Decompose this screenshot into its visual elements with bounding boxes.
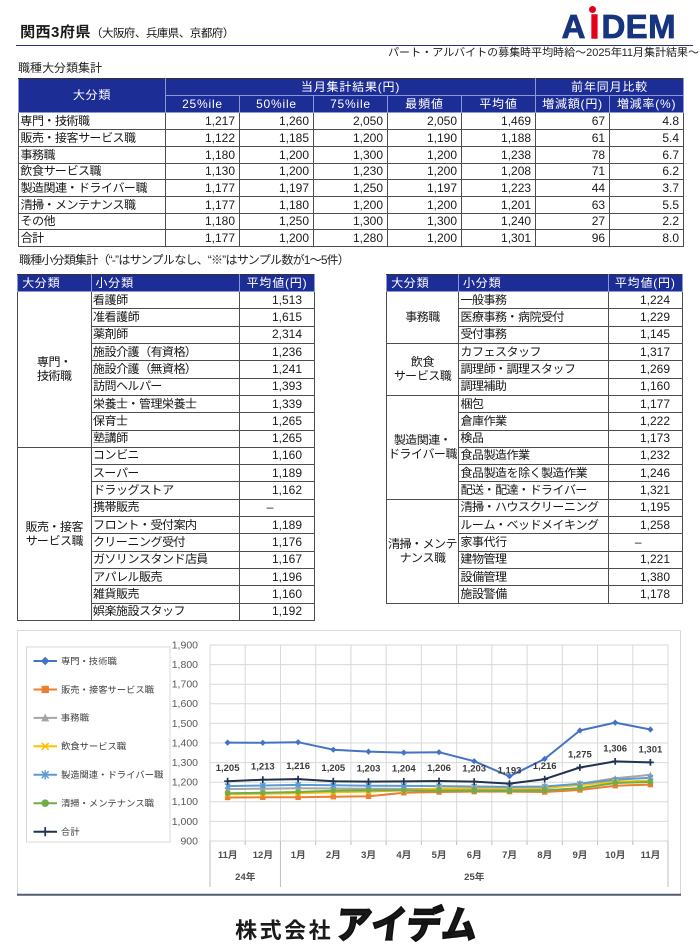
svg-text:10月: 10月 xyxy=(605,850,625,861)
svg-text:1,275: 1,275 xyxy=(568,750,592,761)
svg-text:1,216: 1,216 xyxy=(286,761,310,772)
svg-text:販売・接客サービス職: 販売・接客サービス職 xyxy=(61,685,155,695)
svg-text:11月: 11月 xyxy=(641,850,661,861)
svg-text:1,204: 1,204 xyxy=(392,763,416,774)
svg-text:12月: 12月 xyxy=(253,850,273,861)
svg-text:8月: 8月 xyxy=(537,850,552,861)
svg-text:合計: 合計 xyxy=(61,827,80,837)
svg-text:1,193: 1,193 xyxy=(498,766,522,777)
svg-text:25年: 25年 xyxy=(464,871,485,883)
svg-text:7月: 7月 xyxy=(502,850,517,861)
svg-text:1,301: 1,301 xyxy=(639,744,663,755)
svg-text:1,203: 1,203 xyxy=(357,764,381,775)
svg-text:清掃・メンテナンス職: 清掃・メンテナンス職 xyxy=(61,799,155,809)
svg-text:11月: 11月 xyxy=(218,850,238,861)
svg-text:1,216: 1,216 xyxy=(533,761,557,772)
svg-text:1,000: 1,000 xyxy=(172,816,198,828)
svg-text:1,206: 1,206 xyxy=(427,763,451,774)
svg-text:1,100: 1,100 xyxy=(172,796,198,808)
svg-text:1,200: 1,200 xyxy=(172,777,198,789)
svg-text:9月: 9月 xyxy=(573,850,588,861)
svg-text:1,900: 1,900 xyxy=(172,639,198,651)
svg-text:製造関連・ドライバー職: 製造関連・ドライバー職 xyxy=(61,770,164,780)
svg-text:1,203: 1,203 xyxy=(462,764,486,775)
svg-text:専門・技術職: 専門・技術職 xyxy=(61,656,117,666)
svg-text:1,400: 1,400 xyxy=(172,737,198,749)
svg-text:1,700: 1,700 xyxy=(172,679,198,691)
svg-text:1,500: 1,500 xyxy=(172,718,198,730)
svg-text:1,205: 1,205 xyxy=(321,763,345,774)
svg-text:1,205: 1,205 xyxy=(216,763,240,774)
svg-text:5月: 5月 xyxy=(432,850,447,861)
svg-text:4月: 4月 xyxy=(396,850,411,861)
svg-text:事務職: 事務職 xyxy=(61,713,90,723)
svg-text:1,306: 1,306 xyxy=(603,743,627,754)
svg-text:1月: 1月 xyxy=(291,850,306,861)
svg-text:飲食サービス職: 飲食サービス職 xyxy=(61,741,127,752)
svg-text:3月: 3月 xyxy=(361,850,376,861)
svg-text:1,600: 1,600 xyxy=(172,698,198,710)
svg-text:2月: 2月 xyxy=(326,850,341,861)
svg-text:1,800: 1,800 xyxy=(172,659,198,671)
svg-text:24年: 24年 xyxy=(235,871,256,883)
svg-text:1,213: 1,213 xyxy=(251,762,275,773)
svg-text:900: 900 xyxy=(180,835,198,847)
svg-text:6月: 6月 xyxy=(467,850,482,861)
svg-text:1,300: 1,300 xyxy=(172,757,198,769)
